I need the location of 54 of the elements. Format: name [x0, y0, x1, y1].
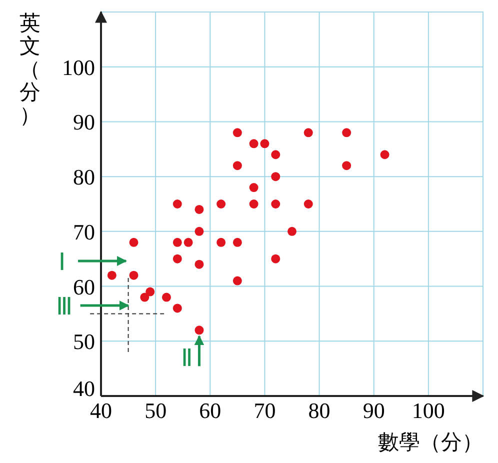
annotation: Ⅱ: [181, 346, 194, 372]
x-tick-label: 90: [362, 398, 385, 423]
point: [304, 128, 313, 138]
point: [260, 139, 270, 148]
point: [194, 226, 204, 236]
point: [216, 238, 226, 247]
x-tick-label: 100: [412, 398, 445, 423]
point: [172, 254, 182, 264]
point: [380, 150, 390, 160]
x-tick-label: 50: [144, 398, 167, 423]
point: [271, 200, 280, 208]
x-tick-label: 70: [254, 398, 276, 423]
point: [184, 238, 193, 247]
point: [129, 238, 138, 247]
point: [271, 172, 280, 182]
point: [107, 270, 116, 280]
y-tick-label: 70: [73, 219, 95, 244]
point: [232, 276, 242, 286]
point: [271, 254, 280, 264]
point: [249, 183, 258, 192]
point: [249, 200, 258, 208]
x-axis-title: 數學（分）: [378, 430, 483, 454]
y-axis-title: 英文（分）: [20, 11, 40, 127]
point: [232, 238, 242, 247]
point: [194, 326, 204, 335]
point: [288, 226, 296, 236]
point: [216, 200, 226, 208]
point: [342, 161, 352, 170]
point: [232, 161, 242, 170]
point: [129, 270, 138, 280]
y-tick-label: 90: [73, 110, 95, 135]
y-tick-label: 100: [62, 54, 95, 80]
point: [342, 128, 352, 138]
x-tick-label: 60: [199, 398, 222, 423]
annotation: Ⅲ: [56, 294, 73, 320]
point: [172, 200, 182, 208]
point: [140, 292, 150, 302]
y-tick-label: 80: [73, 164, 95, 190]
point: [271, 150, 280, 160]
x-tick-label: 80: [308, 398, 330, 423]
point: [146, 287, 155, 296]
y-tick-label: 40: [73, 376, 95, 401]
text: Ⅰ: [58, 250, 66, 276]
point: [162, 292, 171, 302]
point: [172, 238, 182, 247]
point: [194, 204, 204, 214]
y-tick-label: 60: [73, 274, 95, 300]
y-tick-label: 50: [73, 329, 95, 354]
point: [172, 304, 182, 313]
x-tick-label: 40: [90, 398, 112, 423]
point: [249, 139, 258, 148]
point: [194, 260, 204, 269]
point: [232, 128, 242, 138]
point: [304, 200, 313, 208]
